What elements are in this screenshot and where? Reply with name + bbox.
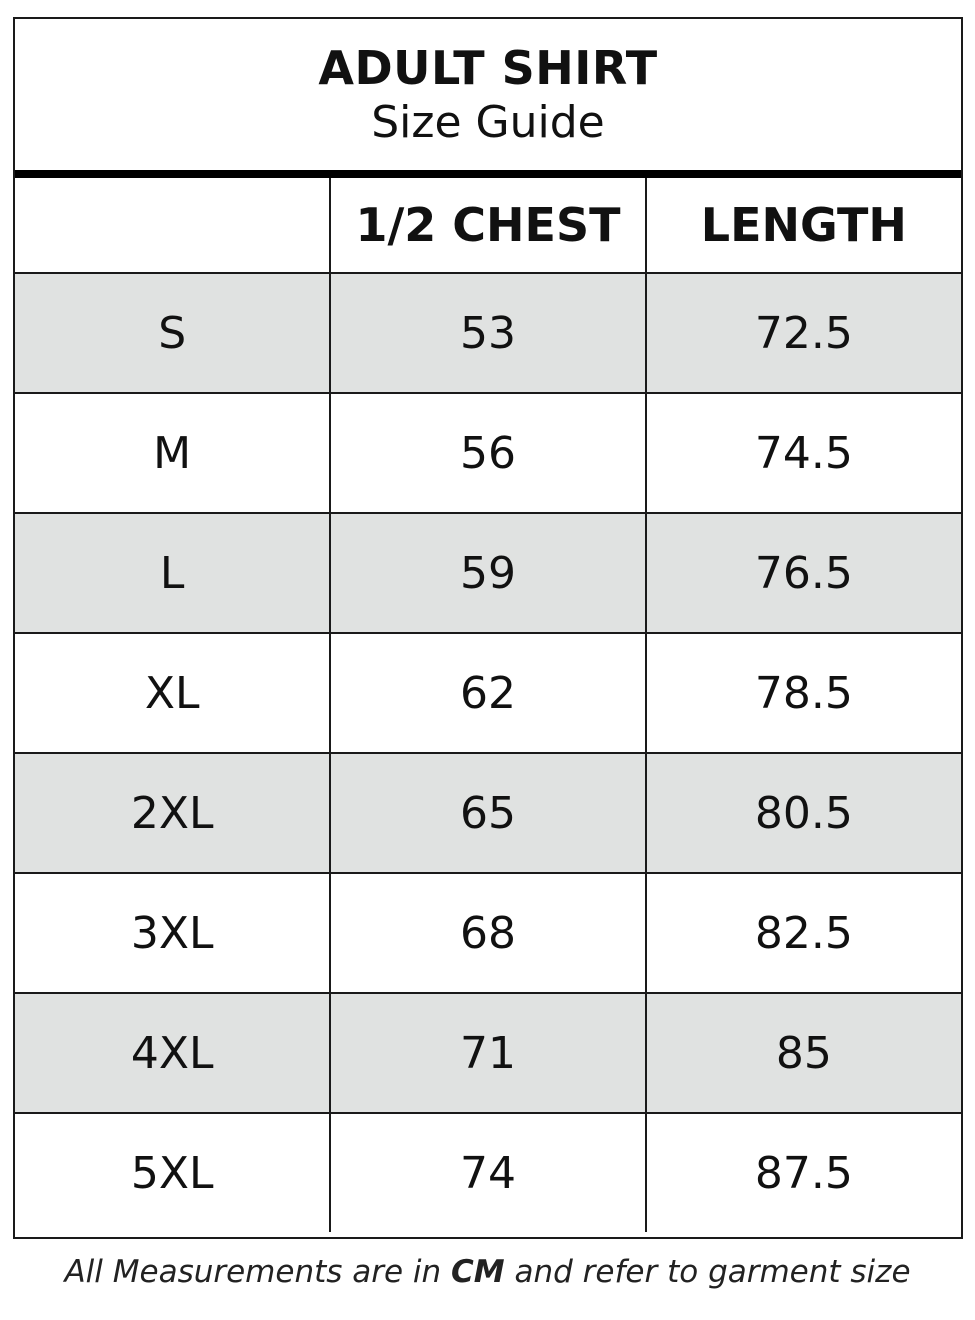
cell-size: 3XL	[15, 872, 332, 994]
table-row: XL 62 78.5	[15, 632, 961, 754]
cell-length: 74.5	[644, 392, 961, 514]
cell-size: 4XL	[15, 992, 332, 1114]
cell-chest: 74	[329, 1112, 647, 1232]
cell-length: 82.5	[644, 872, 961, 994]
cell-chest: 59	[329, 512, 647, 634]
title-box: ADULT SHIRT Size Guide	[15, 19, 961, 170]
subtitle: Size Guide	[371, 97, 605, 148]
table-row: L 59 76.5	[15, 512, 961, 634]
cell-size: 5XL	[15, 1112, 332, 1232]
cell-chest: 53	[329, 272, 647, 394]
header-row: 1/2 CHEST LENGTH	[15, 178, 961, 274]
cell-length: 80.5	[644, 752, 961, 874]
cell-size: L	[15, 512, 332, 634]
header-length: LENGTH	[644, 178, 961, 274]
cell-size: XL	[15, 632, 332, 754]
cell-length: 85	[644, 992, 961, 1114]
cell-size: S	[15, 272, 332, 394]
cell-length: 87.5	[644, 1112, 961, 1232]
table-row: 2XL 65 80.5	[15, 752, 961, 874]
size-table: 1/2 CHEST LENGTH S 53 72.5 M 56 74.5 L 59 76.5 XL…	[15, 178, 961, 1232]
header-size	[15, 178, 332, 274]
divider	[15, 170, 961, 178]
header-chest: 1/2 CHEST	[329, 178, 647, 274]
cell-size: 2XL	[15, 752, 332, 874]
cell-chest: 56	[329, 392, 647, 514]
table-row: M 56 74.5	[15, 392, 961, 514]
footer-note: All Measurements are in CM and refer to …	[0, 1254, 975, 1290]
table-row: 4XL 71 85	[15, 992, 961, 1114]
table-row: 5XL 74 87.5	[15, 1112, 961, 1232]
cell-chest: 62	[329, 632, 647, 754]
cell-size: M	[15, 392, 332, 514]
footer-unit: CM	[451, 1254, 505, 1290]
table-row: 3XL 68 82.5	[15, 872, 961, 994]
cell-chest: 68	[329, 872, 647, 994]
footer-text-end: and refer to garment size	[504, 1254, 911, 1290]
footer-text: All Measurements are in	[64, 1254, 452, 1290]
cell-length: 72.5	[644, 272, 961, 394]
cell-chest: 65	[329, 752, 647, 874]
cell-length: 76.5	[644, 512, 961, 634]
cell-length: 78.5	[644, 632, 961, 754]
cell-chest: 71	[329, 992, 647, 1114]
size-guide-frame: ADULT SHIRT Size Guide 1/2 CHEST LENGTH …	[13, 17, 963, 1239]
title: ADULT SHIRT	[318, 41, 658, 95]
table-row: S 53 72.5	[15, 272, 961, 394]
